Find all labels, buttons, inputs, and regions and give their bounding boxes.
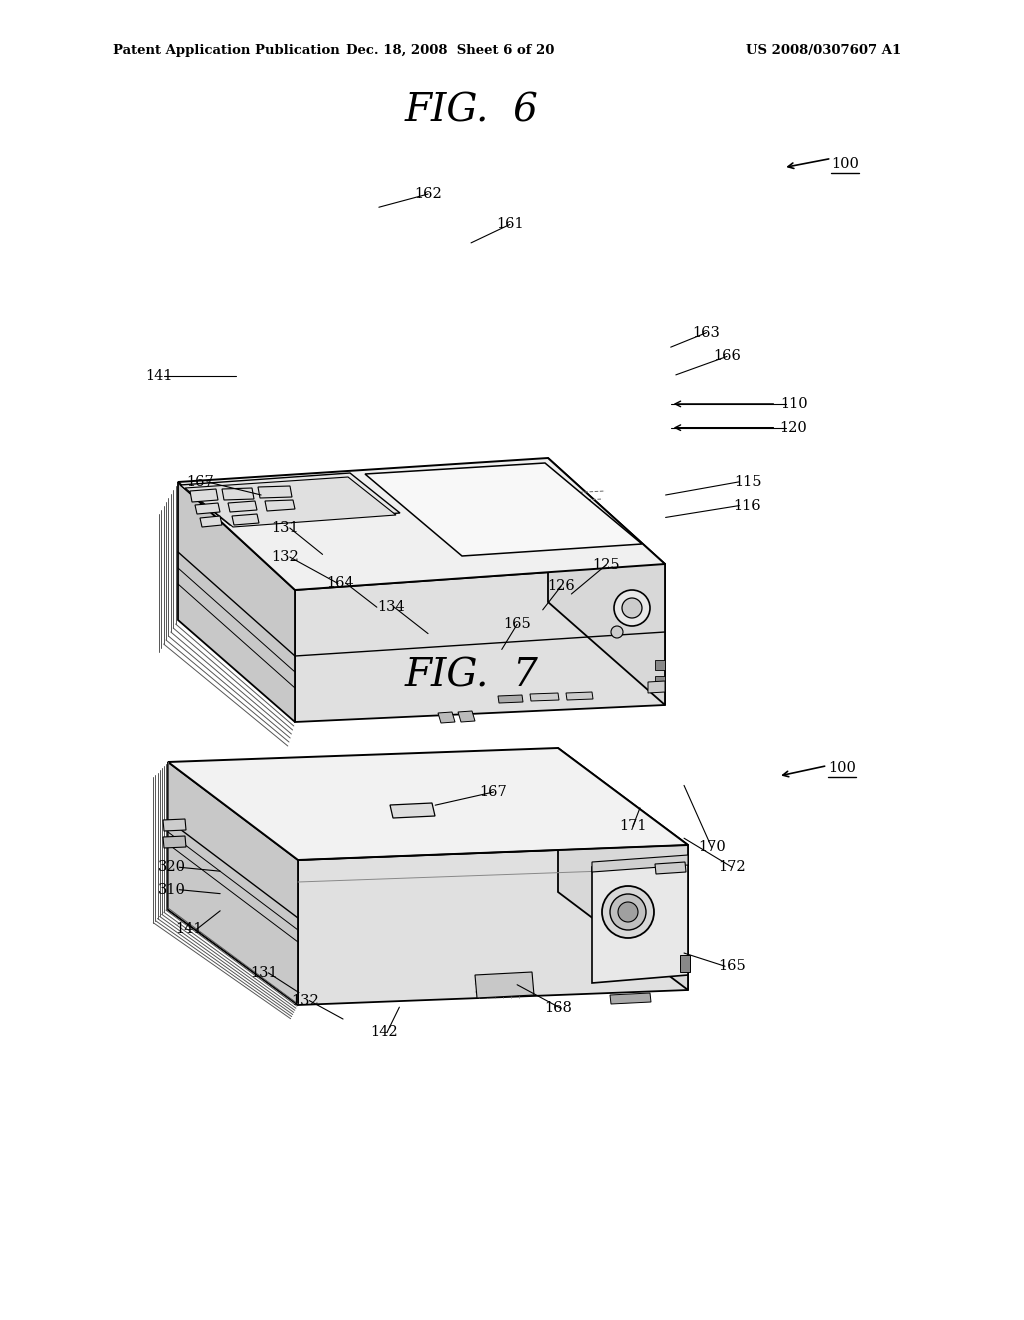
Text: 166: 166 <box>713 350 741 363</box>
Polygon shape <box>222 488 254 500</box>
Text: 165: 165 <box>718 960 746 973</box>
Text: 141: 141 <box>145 370 172 383</box>
Polygon shape <box>265 500 295 511</box>
Polygon shape <box>178 482 295 722</box>
Polygon shape <box>655 660 665 671</box>
Polygon shape <box>185 477 396 527</box>
Text: 126: 126 <box>547 579 575 593</box>
Text: 168: 168 <box>544 1002 572 1015</box>
Text: 171: 171 <box>620 820 646 833</box>
Polygon shape <box>168 748 688 861</box>
Polygon shape <box>498 696 523 704</box>
Text: Dec. 18, 2008  Sheet 6 of 20: Dec. 18, 2008 Sheet 6 of 20 <box>346 44 555 57</box>
Text: 131: 131 <box>251 966 278 979</box>
Text: 141: 141 <box>176 923 203 936</box>
Circle shape <box>614 590 650 626</box>
Polygon shape <box>180 473 400 525</box>
Polygon shape <box>168 762 298 1005</box>
Text: 132: 132 <box>270 550 299 564</box>
Text: 120: 120 <box>779 421 808 434</box>
Circle shape <box>618 902 638 921</box>
Circle shape <box>622 598 642 618</box>
Text: 320: 320 <box>158 861 186 874</box>
Text: 131: 131 <box>271 521 298 535</box>
Polygon shape <box>228 502 257 512</box>
Text: FIG.  7: FIG. 7 <box>404 657 538 694</box>
Text: 164: 164 <box>326 577 354 590</box>
Text: 167: 167 <box>479 785 508 799</box>
Polygon shape <box>178 458 665 590</box>
Polygon shape <box>566 692 593 700</box>
Polygon shape <box>200 516 222 527</box>
Polygon shape <box>258 486 292 498</box>
Polygon shape <box>680 954 690 972</box>
Text: 167: 167 <box>185 475 214 488</box>
Polygon shape <box>655 862 686 874</box>
Circle shape <box>611 626 623 638</box>
Polygon shape <box>655 676 665 686</box>
Polygon shape <box>458 711 475 722</box>
Text: 134: 134 <box>377 601 406 614</box>
Polygon shape <box>298 845 688 1005</box>
Polygon shape <box>195 503 220 513</box>
Polygon shape <box>475 972 534 998</box>
Text: 100: 100 <box>830 157 859 170</box>
Polygon shape <box>390 803 435 818</box>
Text: 116: 116 <box>734 499 761 512</box>
Circle shape <box>610 894 646 931</box>
Text: 110: 110 <box>780 397 807 411</box>
Text: 172: 172 <box>719 861 745 874</box>
Polygon shape <box>648 681 665 693</box>
Polygon shape <box>610 993 651 1005</box>
Circle shape <box>602 886 654 939</box>
Polygon shape <box>530 693 559 701</box>
Text: 132: 132 <box>291 994 319 1007</box>
Text: US 2008/0307607 A1: US 2008/0307607 A1 <box>745 44 901 57</box>
Text: 310: 310 <box>158 883 186 896</box>
Polygon shape <box>558 748 688 990</box>
Text: 163: 163 <box>692 326 721 339</box>
Text: 115: 115 <box>734 475 761 488</box>
Polygon shape <box>548 458 665 705</box>
Text: 125: 125 <box>593 558 620 572</box>
Text: 142: 142 <box>371 1026 397 1039</box>
Text: 161: 161 <box>497 218 523 231</box>
Polygon shape <box>592 855 688 873</box>
Polygon shape <box>295 564 665 722</box>
Polygon shape <box>190 488 218 502</box>
Text: 165: 165 <box>503 618 531 631</box>
Polygon shape <box>592 861 688 983</box>
Text: 100: 100 <box>827 762 856 775</box>
Text: 170: 170 <box>697 841 726 854</box>
Polygon shape <box>438 711 455 723</box>
Text: 162: 162 <box>414 187 442 201</box>
Polygon shape <box>163 836 186 847</box>
Text: FIG.  6: FIG. 6 <box>404 92 538 129</box>
Text: Patent Application Publication: Patent Application Publication <box>113 44 339 57</box>
Polygon shape <box>365 463 642 556</box>
Polygon shape <box>163 818 186 832</box>
Polygon shape <box>232 513 259 525</box>
